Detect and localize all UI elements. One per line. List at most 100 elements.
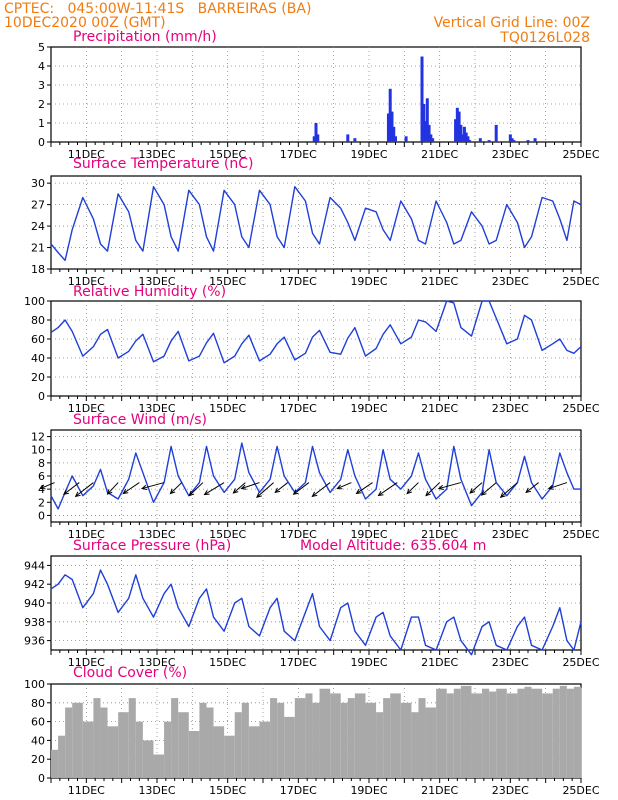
x-tick-label: 13DEC xyxy=(138,148,175,161)
wind-vector-head xyxy=(355,488,362,495)
wind-vector xyxy=(233,482,246,494)
x-tick-label: 25DEC xyxy=(562,148,599,161)
wind-vector xyxy=(293,482,310,495)
cloud-cover-bar xyxy=(482,688,490,778)
precip-bar xyxy=(461,134,465,142)
series-line xyxy=(50,442,581,510)
y-tick-label: 60 xyxy=(31,333,45,346)
x-tick-label: 15DEC xyxy=(209,784,246,797)
x-tick-label: 17DEC xyxy=(280,528,317,541)
wind-vector-head xyxy=(425,490,431,497)
y-tick-label: 5 xyxy=(38,41,45,54)
x-tick-label: 23DEC xyxy=(492,148,529,161)
x-tick-label: 17DEC xyxy=(280,656,317,669)
precip-bar xyxy=(466,136,470,142)
wind-vector xyxy=(188,482,204,496)
wind-vector xyxy=(170,482,183,494)
x-tick-label: 19DEC xyxy=(350,656,387,669)
header-model-code: TQ0126L028 xyxy=(500,30,590,46)
cloud-cover-bar xyxy=(234,712,242,778)
x-tick-label: 25DEC xyxy=(562,528,599,541)
precip-bar xyxy=(464,132,468,142)
wind-vector xyxy=(274,482,289,493)
x-tick-label: 21DEC xyxy=(421,656,458,669)
y-tick-label: 20 xyxy=(31,371,45,384)
x-tick-label: 11DEC xyxy=(68,275,105,288)
cloud-cover-bar xyxy=(58,735,66,778)
cloud-cover-bar xyxy=(573,686,581,778)
series-line xyxy=(50,185,582,262)
precip-bar xyxy=(390,111,394,142)
wind-vector-head xyxy=(547,484,554,490)
y-tick-label: 60 xyxy=(31,716,45,729)
wind-vector xyxy=(40,482,55,490)
y-tick-label: 12 xyxy=(31,431,45,444)
cloud-cover-bar xyxy=(188,731,200,778)
cloud-cover-bar xyxy=(365,702,377,778)
y-tick-label: 6 xyxy=(38,470,45,483)
y-tick-label: 0 xyxy=(38,136,45,149)
x-tick-label: 11DEC xyxy=(68,528,105,541)
wind-vector xyxy=(256,482,274,498)
wind-vector xyxy=(548,482,568,490)
x-tick-label: 21DEC xyxy=(421,148,458,161)
wind-vector-head xyxy=(74,491,81,498)
panel-title: Surface Temperature (nC) xyxy=(73,156,254,172)
wind-vector xyxy=(141,482,165,490)
x-tick-label: 13DEC xyxy=(138,402,175,415)
precip-bar xyxy=(404,136,408,142)
y-tick-label: 936 xyxy=(24,635,45,648)
y-tick-label: 2 xyxy=(38,98,45,111)
cloud-cover-bar xyxy=(153,754,165,778)
cloud-cover-bar xyxy=(471,693,483,778)
precip-bar xyxy=(386,113,390,142)
cloud-cover-bar xyxy=(524,686,532,778)
wind-vector-head xyxy=(292,489,299,495)
x-tick-label: 21DEC xyxy=(421,528,458,541)
wind-vector-head xyxy=(274,487,281,494)
cloud-cover-bar xyxy=(319,688,331,778)
x-tick-label: 23DEC xyxy=(492,275,529,288)
panel-1: 0 1 2 3 4 5 11DEC 13DEC 15DEC 17DEC 19DEC 21DEC 23DE… xyxy=(38,29,600,161)
wind-vector-head xyxy=(140,484,148,490)
y-tick-label: 80 xyxy=(31,314,45,327)
wind-vector xyxy=(469,482,483,494)
precip-bar xyxy=(510,138,514,142)
cloud-cover-bar xyxy=(164,721,172,778)
wind-vector xyxy=(500,482,518,498)
cloud-cover-bar xyxy=(128,698,136,778)
x-tick-label: 19DEC xyxy=(350,784,387,797)
wind-vector xyxy=(337,482,352,490)
cloud-cover-bar xyxy=(542,693,553,778)
wind-vector xyxy=(204,482,225,495)
cloud-cover-bar xyxy=(453,688,461,778)
cloud-cover-bar xyxy=(206,707,214,778)
y-tick-label: 4 xyxy=(38,483,45,496)
y-tick-label: 2 xyxy=(38,496,45,509)
x-tick-label: 11DEC xyxy=(68,656,105,669)
cloud-cover-bar xyxy=(259,721,271,778)
y-tick-label: 24 xyxy=(31,220,45,233)
y-tick-label: 21 xyxy=(31,242,45,255)
panel-title: Precipitation (mm/h) xyxy=(73,29,217,45)
y-tick-label: 10 xyxy=(31,444,45,457)
x-tick-label: 13DEC xyxy=(138,656,175,669)
x-tick-label: 11DEC xyxy=(68,402,105,415)
precip-bar xyxy=(478,138,482,142)
cloud-cover-bar xyxy=(142,740,154,778)
cloud-cover-bar xyxy=(284,716,295,778)
y-tick-label: 938 xyxy=(24,616,45,629)
cloud-cover-bar xyxy=(82,721,94,778)
wind-vector-head xyxy=(336,484,343,490)
x-tick-label: 21DEC xyxy=(421,275,458,288)
header-station: CPTEC: 045:00W-11:41S BARREIRAS (BA) xyxy=(4,1,312,17)
cloud-cover-bar xyxy=(224,735,235,778)
y-tick-label: 8 xyxy=(38,457,45,470)
precip-bar xyxy=(353,138,357,142)
panel-6: 0 20 40 60 80 100 11DEC 13DEC 15DEC 17DEC 19DEC 21D… xyxy=(24,665,600,797)
x-tick-label: 23DEC xyxy=(492,656,529,669)
x-tick-label: 21DEC xyxy=(421,402,458,415)
cloud-cover-bar xyxy=(213,726,225,778)
